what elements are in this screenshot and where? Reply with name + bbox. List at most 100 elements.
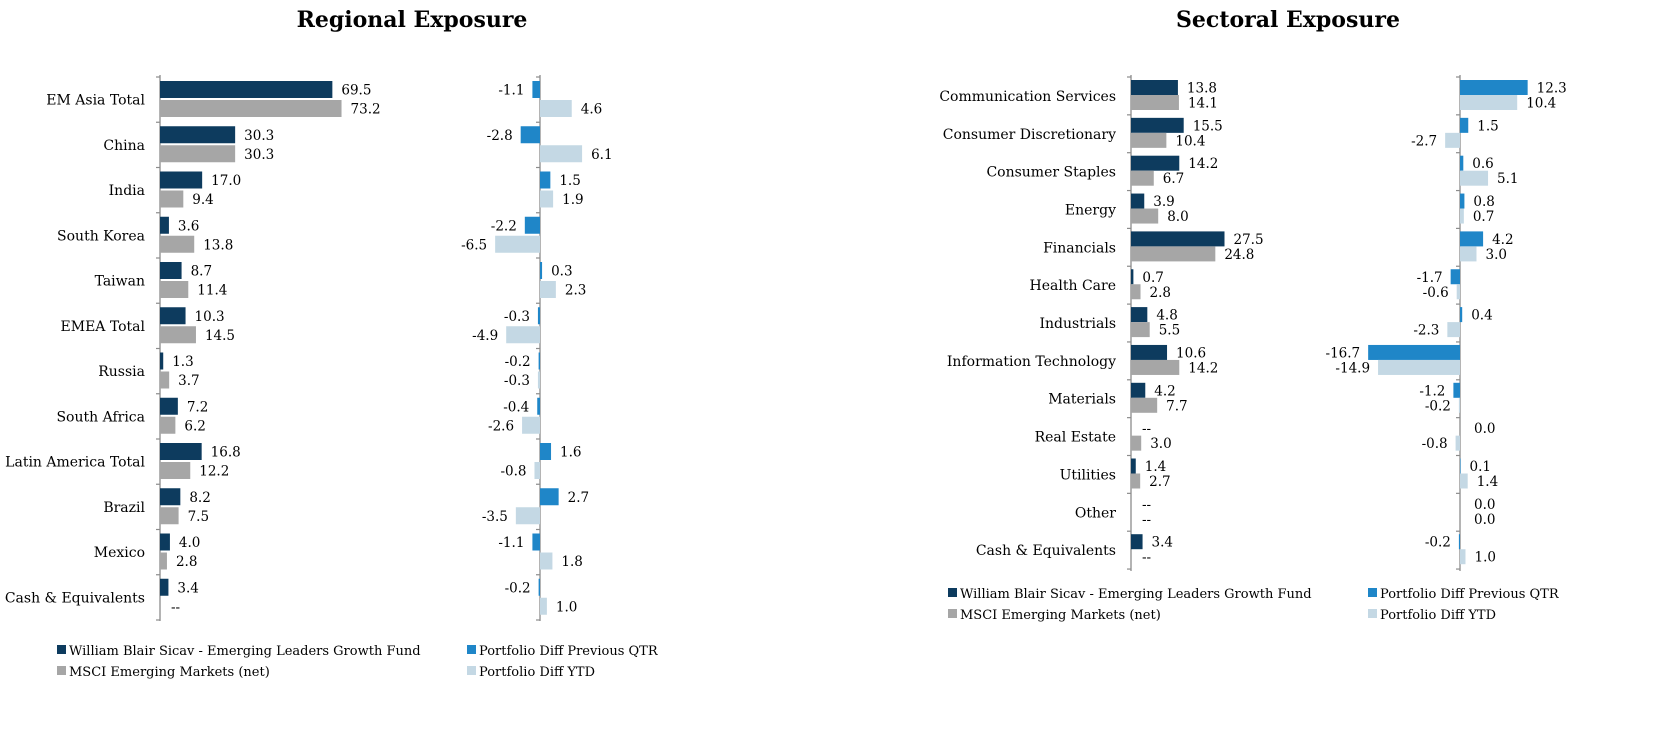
regional-bar-diff-ytd [540,597,547,615]
sectoral-bar-fund [1131,117,1184,133]
sectoral-label-diff-ytd: -0.8 [1422,436,1448,452]
regional-label-diff-ytd: 1.9 [562,192,583,208]
regional-bar-benchmark [160,371,170,389]
regional-bar-fund [160,171,203,189]
sectoral-bar-diff-ytd [1445,132,1460,148]
sectoral-label-diff-ytd: -2.7 [1411,133,1437,149]
regional-label-diff-qtr: -2.2 [491,218,517,234]
sectoral-bar-diff-ytd [1458,397,1460,413]
regional-bar-diff-ytd [540,281,556,298]
sectoral-category-label: Financials [1043,240,1116,256]
regional-chart-title: Regional Exposure [297,7,528,33]
sectoral-label-benchmark: 5.5 [1159,323,1180,339]
sectoral-bar-diff-ytd [1460,170,1489,186]
sectoral-bar-benchmark [1131,397,1158,413]
sectoral-bar-benchmark [1131,208,1159,224]
regional-label-diff-qtr: -0.2 [505,580,531,596]
regional-label-fund: 30.3 [244,128,274,144]
sectoral-label-diff-qtr: 0.0 [1474,421,1495,437]
sectoral-bar-benchmark [1131,95,1179,110]
regional-legend-swatch-diff-qtr [467,645,476,654]
regional-label-benchmark: 11.4 [197,283,227,299]
sectoral-bar-diff-ytd [1460,549,1466,565]
regional-label-diff-qtr: -0.3 [504,309,530,325]
regional-bar-benchmark [160,190,184,208]
regional-bar-fund [160,262,182,279]
sectoral-label-fund: 1.4 [1145,459,1166,475]
regional-label-fund: 3.4 [177,580,198,596]
regional-legend-swatch-diff-ytd [467,666,476,675]
sectoral-label-benchmark: 14.2 [1188,360,1218,376]
sectoral-bar-diff-ytd [1460,95,1518,110]
sectoral-label-fund: 10.6 [1176,345,1206,361]
sectoral-label-diff-ytd: 3.0 [1486,247,1507,263]
sectoral-label-diff-qtr: 0.6 [1472,156,1493,172]
sectoral-label-diff-ytd: 5.1 [1497,171,1518,187]
regional-label-diff-qtr: 0.3 [551,264,572,280]
sectoral-bar-fund [1131,382,1146,398]
regional-bar-fund [160,307,186,325]
regional-category-label: EMEA Total [61,319,146,335]
regional-label-benchmark: 14.5 [205,328,235,344]
regional-label-fund: 10.3 [195,309,225,325]
sectoral-bar-fund [1131,193,1145,209]
sectoral-bar-benchmark [1131,246,1216,262]
sectoral-bar-diff-ytd [1455,435,1460,451]
sectoral-label-fund: 27.5 [1234,232,1264,248]
regional-bar-diff-ytd [506,326,540,344]
sectoral-legend-label-benchmark: MSCI Emerging Markets (net) [960,608,1161,623]
sectoral-label-diff-qtr: 12.3 [1537,81,1567,97]
sectoral-legend-label-fund: William Blair Sicav - Emerging Leaders G… [960,587,1312,602]
regional-label-fund: 16.8 [211,445,241,461]
regional-bar-diff-qtr [537,307,540,325]
sectoral-legend-label-diff-ytd: Portfolio Diff YTD [1380,608,1496,623]
sectoral-label-diff-qtr: 0.8 [1473,194,1494,210]
regional-label-diff-ytd: -0.3 [504,373,530,389]
sectoral-label-diff-qtr: 0.4 [1471,308,1492,324]
regional-label-diff-ytd: 4.6 [581,102,602,118]
regional-legend-label-diff-qtr: Portfolio Diff Previous QTR [479,644,659,659]
sectoral-category-label: Consumer Discretionary [943,127,1116,143]
sectoral-label-diff-ytd: 0.7 [1473,209,1494,225]
regional-category-label: South Africa [56,409,145,425]
regional-label-fund: 8.2 [189,490,210,506]
sectoral-label-diff-ytd: 10.4 [1526,96,1556,112]
regional-category-label: EM Asia Total [46,93,145,109]
sectoral-category-label: Energy [1065,202,1116,218]
regional-bar-diff-ytd [522,416,540,434]
sectoral-bar-fund [1131,155,1180,171]
sectoral-label-diff-qtr: 0.0 [1474,497,1495,513]
sectoral-bar-diff-ytd [1460,473,1468,489]
sectoral-bar-benchmark [1131,170,1154,186]
regional-label-benchmark: 9.4 [192,192,213,208]
regional-bar-fund [160,443,202,460]
regional-label-diff-ytd: -2.6 [488,418,514,434]
regional-exposure-chart: Regional Exposure EM Asia Total 69.5 73.2 -… [5,7,659,680]
regional-bar-fund [160,488,181,506]
regional-bar-diff-ytd [540,190,554,208]
regional-label-benchmark: 7.5 [188,509,209,525]
sectoral-category-label: Other [1075,505,1116,521]
sectoral-label-diff-qtr: 1.5 [1477,118,1498,134]
regional-bar-fund [160,126,236,144]
sectoral-label-diff-ytd: 0.0 [1474,512,1495,528]
sectoral-bar-diff-ytd [1378,359,1460,375]
sectoral-label-fund: 15.5 [1193,118,1223,134]
regional-label-diff-ytd: -6.5 [461,237,487,253]
sectoral-label-diff-ytd: -14.9 [1335,360,1370,376]
sectoral-label-benchmark: 10.4 [1175,133,1205,149]
sectoral-label-diff-ytd: -0.2 [1425,398,1451,414]
regional-label-fund: 3.6 [178,218,199,234]
regional-bar-benchmark [160,462,191,479]
sectoral-exposure-chart: Sectoral Exposure Communication Services… [939,7,1566,623]
regional-label-diff-qtr: 1.5 [559,173,580,189]
sectoral-label-diff-ytd: 1.0 [1475,550,1496,566]
regional-bar-diff-qtr [524,216,540,234]
regional-label-diff-qtr: -2.8 [487,128,513,144]
regional-bar-benchmark [160,507,179,525]
sectoral-label-diff-ytd: 1.4 [1477,474,1498,490]
sectoral-category-label: Consumer Staples [986,165,1116,181]
regional-label-diff-qtr: -1.1 [498,83,524,99]
